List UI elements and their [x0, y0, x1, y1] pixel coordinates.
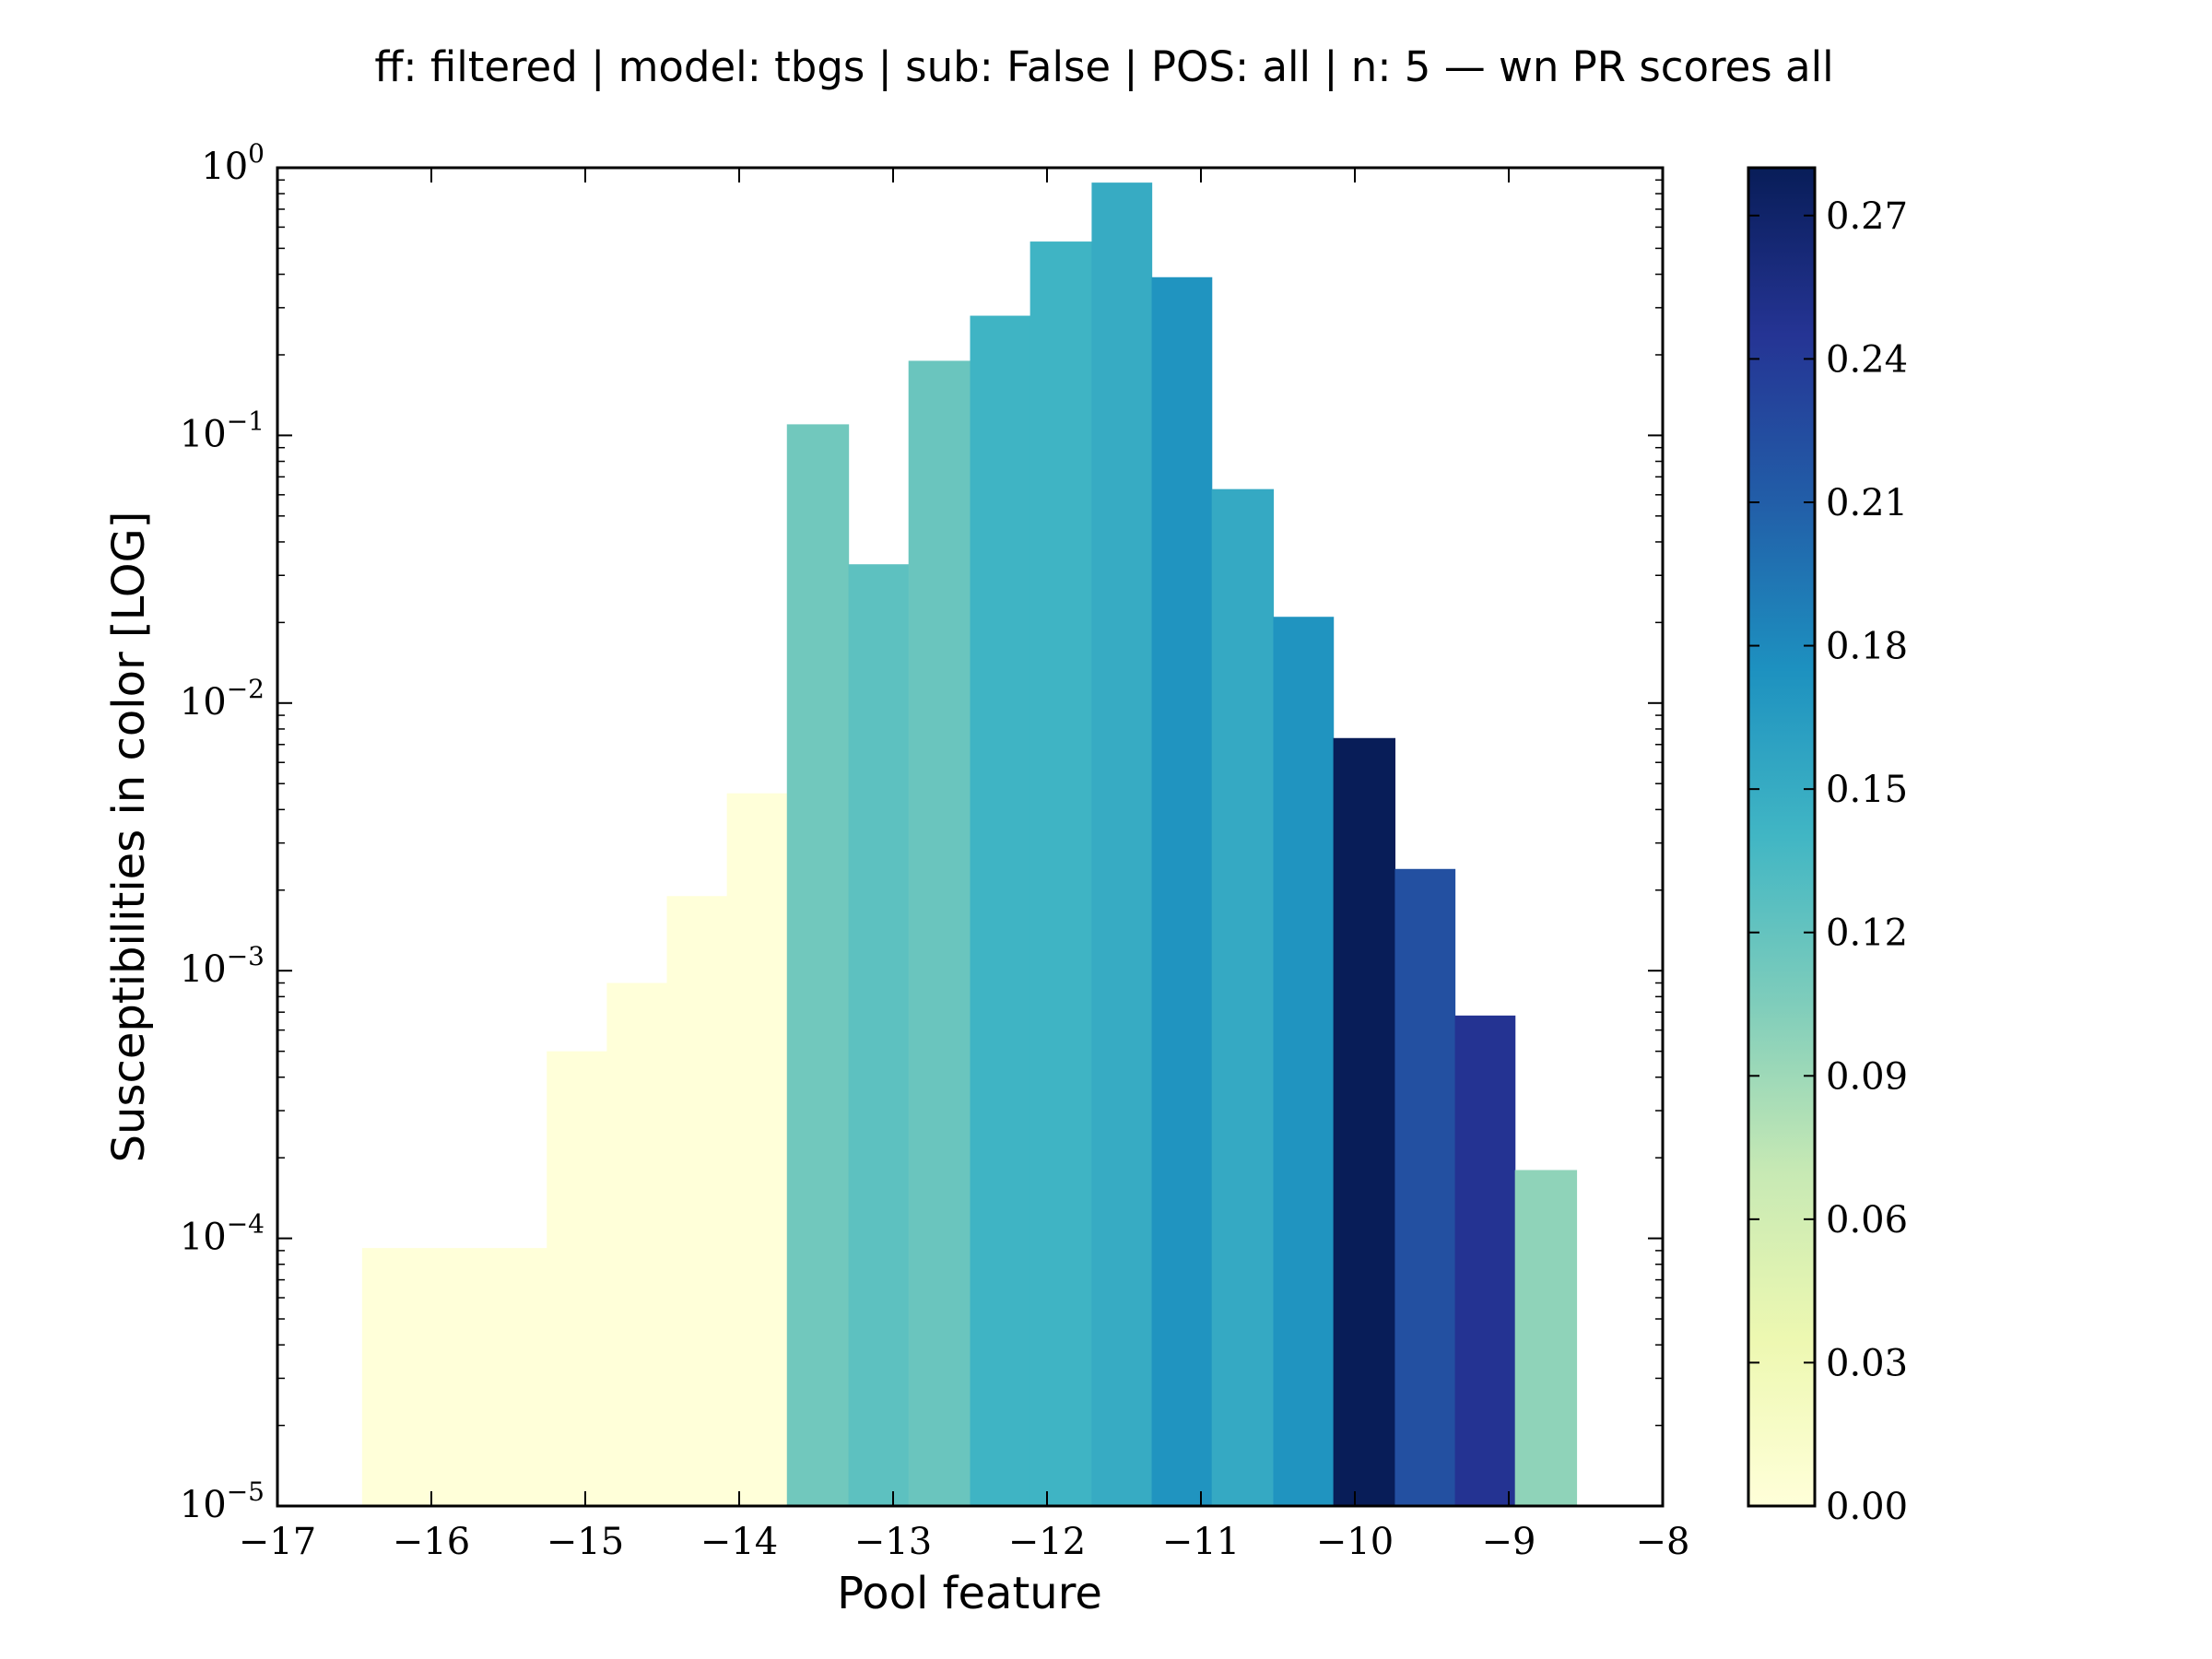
bar-16 — [1454, 1015, 1516, 1506]
x-axis-label: Pool feature — [837, 1568, 1102, 1619]
y-tick-label: 10−2 — [180, 674, 265, 724]
bar-7 — [908, 360, 971, 1506]
plot-frame — [276, 166, 1665, 1508]
y-tick-label: 10−5 — [180, 1477, 265, 1526]
colorbar-tick-label: 0.03 — [1826, 1342, 1908, 1384]
bar-1 — [547, 1051, 607, 1506]
colorbar-tick-label: 0.06 — [1826, 1199, 1908, 1241]
colorbar-tick-label: 0.09 — [1826, 1055, 1908, 1098]
bar-12 — [1211, 488, 1275, 1506]
x-tick-label: −9 — [1482, 1521, 1536, 1563]
bars-layer — [361, 182, 1578, 1507]
colorbar-tick-label: 0.18 — [1826, 626, 1908, 668]
colorbar — [1747, 166, 1817, 1508]
bar-3 — [666, 896, 728, 1506]
colorbar-ticks: 0.00 0.03 0.06 0.09 0.12 0.15 0.18 0.21 0.24 0.27 — [1748, 195, 1908, 1528]
bar-4 — [726, 793, 788, 1506]
chart-title: ff: filtered | model: tbgs | sub: False … — [374, 42, 1833, 91]
colorbar-tick-label: 0.27 — [1826, 195, 1908, 238]
bar-6 — [848, 564, 910, 1506]
bar-14 — [1333, 737, 1396, 1506]
bar-5 — [786, 424, 850, 1506]
bar-9 — [1030, 241, 1093, 1506]
x-tick-label: −11 — [1162, 1521, 1240, 1563]
bar-0 — [361, 1248, 547, 1506]
x-tick-label: −10 — [1316, 1521, 1394, 1563]
y-axis-label: Susceptibilities in color [LOG] — [103, 512, 155, 1163]
ticks-layer: −17 −16 −15 −14 −13 −12 −11 −10 −9 −8 10−5 10−4 10−3… — [180, 138, 1690, 1563]
x-tick-label: −8 — [1636, 1521, 1690, 1563]
bar-17 — [1514, 1170, 1578, 1506]
x-tick-label: −12 — [1008, 1521, 1086, 1563]
colorbar-tick-label: 0.12 — [1826, 912, 1908, 955]
bar-13 — [1273, 617, 1335, 1506]
bar-10 — [1091, 182, 1153, 1507]
x-tick-label: −17 — [239, 1521, 316, 1563]
bar-15 — [1394, 868, 1456, 1506]
bar-8 — [970, 315, 1031, 1507]
x-tick-label: −16 — [393, 1521, 470, 1563]
colorbar-tick-label: 0.24 — [1826, 338, 1908, 381]
colorbar-tick-label: 0.21 — [1826, 482, 1908, 524]
y-tick-label: 10−3 — [180, 941, 265, 991]
y-tick-label: 10−4 — [180, 1209, 265, 1259]
bar-2 — [606, 982, 668, 1506]
x-tick-label: −13 — [854, 1521, 932, 1563]
y-tick-label: 100 — [201, 138, 265, 188]
x-tick-label: −14 — [700, 1521, 778, 1563]
y-tick-label: 10−1 — [180, 406, 265, 455]
colorbar-tick-label: 0.15 — [1826, 769, 1908, 811]
colorbar-tick-label: 0.00 — [1826, 1486, 1908, 1528]
x-tick-label: −15 — [547, 1521, 624, 1563]
bar-11 — [1151, 276, 1213, 1506]
